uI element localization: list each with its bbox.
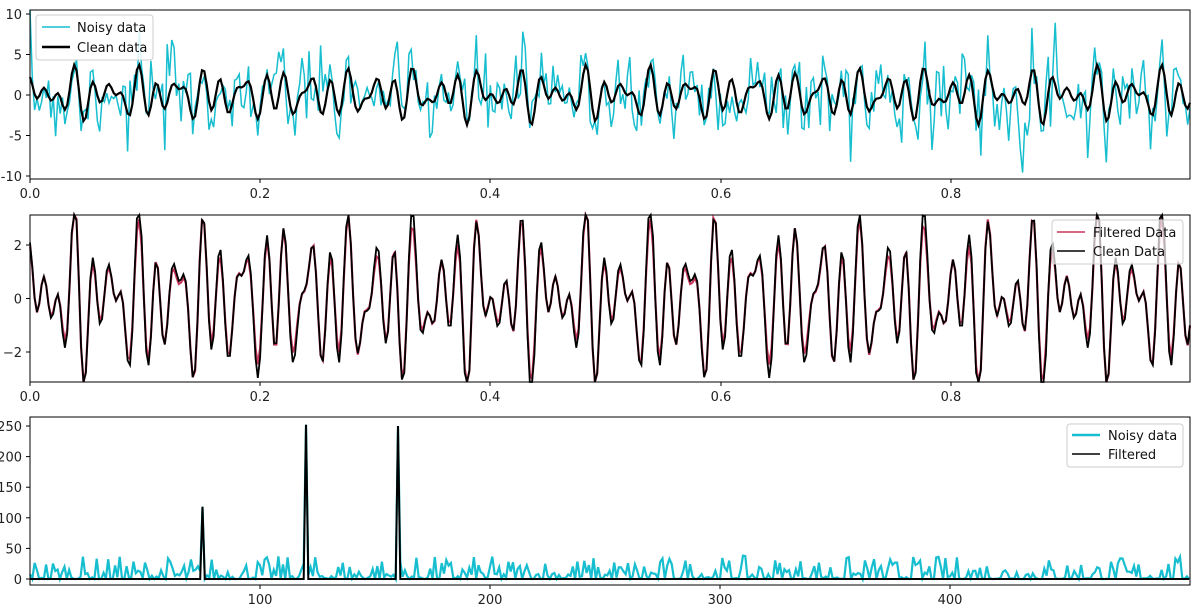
x-axis-ticks: 0.0 0.2 0.4 0.6 0.8 <box>20 382 962 405</box>
x-tick-label: 0.0 <box>20 187 41 202</box>
filtered-psd-line <box>30 424 1190 580</box>
x-tick-label: 100 <box>248 593 273 608</box>
panel-psd: 250 200 150 100 50 0 100 200 300 400 Noi… <box>0 416 1191 608</box>
x-tick-label: 0.4 <box>480 187 501 202</box>
x-tick-label: 0.0 <box>20 390 41 405</box>
legend-label: Noisy data <box>77 21 146 36</box>
legend-label: Clean data <box>77 41 147 56</box>
y-axis-ticks: 10 5 0 -5 -10 <box>1 8 30 185</box>
x-tick-label: 0.2 <box>250 187 271 202</box>
y-tick-label: 2 <box>14 239 22 254</box>
y-axis-ticks: 2 0 −2 <box>3 239 30 361</box>
y-tick-label: -10 <box>1 170 22 185</box>
panel-time-filtered: 2 0 −2 0.0 0.2 0.4 0.6 0.8 Filtered Data… <box>3 210 1192 405</box>
clean-data-line <box>28 61 1192 129</box>
y-tick-label: 5 <box>14 49 22 64</box>
x-tick-label: 300 <box>708 593 733 608</box>
panel-time-noisy: 10 5 0 -5 -10 0.0 0.2 0.4 0.6 0.8 Noisy … <box>1 8 1192 202</box>
x-tick-label: 0.6 <box>711 390 732 405</box>
x-tick-label: 400 <box>938 593 963 608</box>
legend-label: Noisy data <box>1108 429 1177 444</box>
axes-frame <box>29 416 1191 586</box>
legend: Noisy data Filtered <box>1066 423 1184 468</box>
x-tick-label: 0.8 <box>941 187 962 202</box>
y-tick-label: 50 <box>5 542 22 557</box>
legend: Noisy data Clean data <box>35 14 154 61</box>
y-tick-label: 0 <box>14 89 22 104</box>
y-tick-label: 100 <box>0 512 22 527</box>
y-tick-label: 10 <box>5 8 22 23</box>
legend-label: Filtered <box>1108 448 1156 463</box>
y-tick-label: 0 <box>14 573 22 588</box>
axes-frame <box>29 214 1191 383</box>
x-axis-ticks: 0.0 0.2 0.4 0.6 0.8 <box>20 179 962 202</box>
legend: Filtered Data Clean Data <box>1051 219 1184 265</box>
filtered-data-line <box>28 210 1192 384</box>
y-tick-label: -5 <box>9 130 22 145</box>
x-tick-label: 0.8 <box>941 390 962 405</box>
x-axis-ticks: 100 200 300 400 <box>248 585 963 608</box>
legend-label: Clean Data <box>1093 245 1165 260</box>
x-tick-label: 200 <box>478 593 503 608</box>
y-tick-label: 250 <box>0 420 22 435</box>
legend-label: Filtered Data <box>1093 226 1176 241</box>
x-tick-label: 0.2 <box>250 390 271 405</box>
y-tick-label: 150 <box>0 481 22 496</box>
clean-data-line <box>29 211 1191 383</box>
y-tick-label: −2 <box>3 346 22 361</box>
y-tick-label: 0 <box>14 293 22 308</box>
y-tick-label: 200 <box>0 451 22 466</box>
x-tick-label: 0.6 <box>711 187 732 202</box>
x-tick-label: 0.4 <box>480 390 501 405</box>
y-axis-ticks: 250 200 150 100 50 0 <box>0 420 30 588</box>
